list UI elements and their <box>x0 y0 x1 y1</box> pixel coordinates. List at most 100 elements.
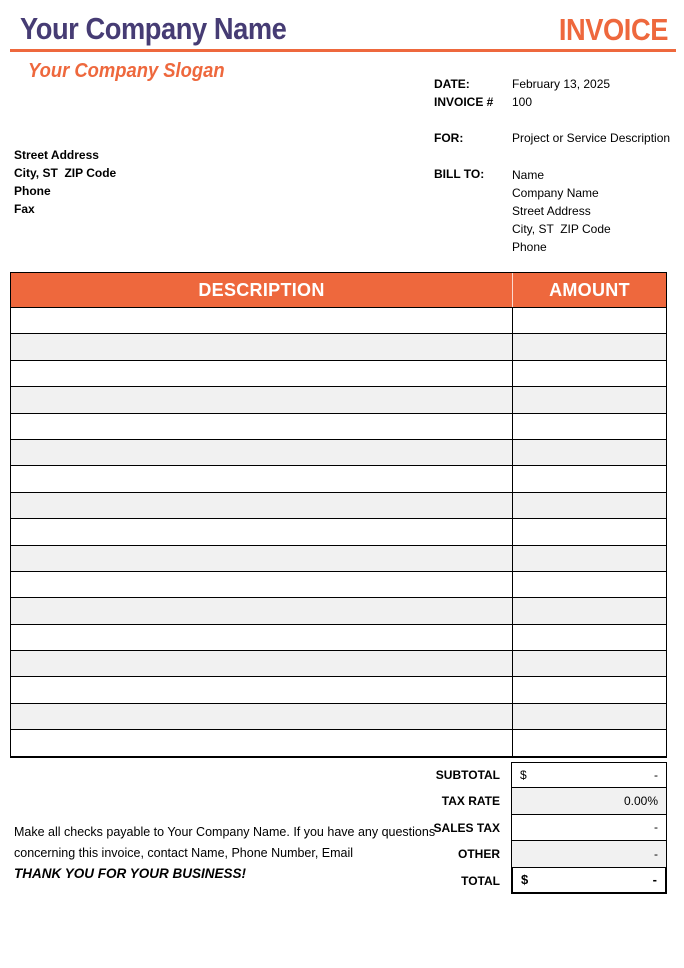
item-amount-cell[interactable] <box>512 624 666 651</box>
other-label: OTHER <box>458 847 500 862</box>
item-description-cell[interactable] <box>11 440 512 465</box>
item-description-cell[interactable] <box>11 625 512 650</box>
item-description-cell[interactable] <box>11 677 512 702</box>
subtotal-value-cell[interactable]: $ - <box>511 762 667 789</box>
item-amount-cell[interactable] <box>512 519 666 545</box>
company-address-line[interactable]: Phone <box>14 184 51 198</box>
item-amount-cell[interactable] <box>512 545 666 571</box>
sales-tax-value-cell[interactable]: - <box>511 814 667 842</box>
item-row <box>11 491 666 519</box>
item-amount-cell[interactable] <box>512 703 666 730</box>
item-row <box>11 570 666 598</box>
total-value: - <box>652 872 657 888</box>
item-description-cell[interactable] <box>11 730 512 755</box>
item-description-cell[interactable] <box>11 387 512 412</box>
item-description-cell[interactable] <box>11 572 512 597</box>
items-body <box>11 307 666 756</box>
item-description-cell[interactable] <box>11 308 512 333</box>
item-amount-cell[interactable] <box>512 598 666 624</box>
subtotal-label: SUBTOTAL <box>435 768 500 782</box>
invoice-number-value[interactable]: 100 <box>512 95 533 109</box>
bill-to-line[interactable]: Phone <box>512 240 547 254</box>
item-row <box>11 386 666 413</box>
item-amount-cell[interactable] <box>512 651 666 677</box>
item-description-cell[interactable] <box>11 519 512 544</box>
item-row <box>11 518 666 545</box>
item-amount-cell[interactable] <box>512 730 666 756</box>
totals-labels: SUBTOTAL TAX RATE SALES TAX OTHER TOTAL <box>280 762 500 894</box>
description-column-header: DESCRIPTION <box>198 279 325 300</box>
bill-to-line[interactable]: City, ST ZIP Code <box>512 222 611 236</box>
payment-note: Make all checks payable to Your Company … <box>14 822 435 864</box>
item-row <box>11 650 666 677</box>
item-description-cell[interactable] <box>11 546 512 571</box>
item-row <box>11 438 666 466</box>
thank-you-message: THANK YOU FOR YOUR BUSINESS! <box>14 866 247 881</box>
tax-rate-value-cell[interactable]: 0.00% <box>511 788 667 815</box>
other-value: - <box>654 846 658 861</box>
line-items-table: DESCRIPTION AMOUNT <box>10 272 667 758</box>
item-amount-cell[interactable] <box>512 492 666 519</box>
date-value[interactable]: February 13, 2025 <box>512 77 611 91</box>
sales-tax-value: - <box>654 820 658 835</box>
subtotal-currency: $ <box>520 768 527 783</box>
item-amount-cell[interactable] <box>512 387 666 413</box>
date-label: DATE: <box>434 77 470 91</box>
item-description-cell[interactable] <box>11 334 512 359</box>
header-divider <box>10 49 676 52</box>
item-description-cell[interactable] <box>11 493 512 518</box>
total-label: TOTAL <box>461 873 500 888</box>
item-description-cell[interactable] <box>11 598 512 623</box>
item-row <box>11 597 666 624</box>
item-row <box>11 623 666 651</box>
item-amount-cell[interactable] <box>512 439 666 466</box>
company-address-line[interactable]: City, ST ZIP Code <box>14 166 117 180</box>
payment-note-line2: concerning this invoice, contact Name, P… <box>14 846 354 860</box>
sales-tax-label: SALES TAX <box>433 820 500 835</box>
item-amount-cell[interactable] <box>512 466 666 492</box>
for-label: FOR: <box>434 131 464 145</box>
bill-to-line[interactable]: Name <box>512 168 545 182</box>
tax-rate-label: TAX RATE <box>441 794 500 809</box>
item-description-cell[interactable] <box>11 414 512 439</box>
item-row <box>11 465 666 492</box>
item-amount-cell[interactable] <box>512 571 666 598</box>
other-value-cell[interactable]: - <box>511 841 667 868</box>
item-amount-cell[interactable] <box>512 334 666 360</box>
for-value[interactable]: Project or Service Description <box>512 131 671 145</box>
item-row <box>11 333 666 360</box>
company-slogan: Your Company Slogan <box>28 60 225 82</box>
company-address-line[interactable]: Fax <box>14 202 35 216</box>
bill-to-label: BILL TO: <box>434 167 485 181</box>
item-row <box>11 729 666 756</box>
invoice-title: INVOICE <box>558 12 669 47</box>
company-name: Your Company Name <box>20 11 287 46</box>
bill-to-line[interactable]: Company Name <box>512 186 599 200</box>
bill-to-lines: Name Company Name Street Address City, ST Z… <box>512 166 611 256</box>
item-description-cell[interactable] <box>11 361 512 386</box>
item-amount-cell[interactable] <box>512 360 666 387</box>
item-amount-cell[interactable] <box>512 308 666 334</box>
payment-note-line1: Make all checks payable to Your Company … <box>14 825 436 839</box>
company-address: Street Address City, ST ZIP Code Phone Fax <box>14 146 116 218</box>
table-header-row: DESCRIPTION AMOUNT <box>11 273 666 307</box>
amount-column-header: AMOUNT <box>512 273 666 307</box>
company-address-line[interactable]: Street Address <box>14 148 99 162</box>
item-row <box>11 412 666 439</box>
item-description-cell[interactable] <box>11 466 512 491</box>
item-amount-cell[interactable] <box>512 413 666 439</box>
subtotal-value: - <box>654 768 658 783</box>
item-description-cell[interactable] <box>11 651 512 676</box>
item-row <box>11 676 666 703</box>
item-amount-cell[interactable] <box>512 677 666 703</box>
item-row <box>11 702 666 730</box>
item-description-cell[interactable] <box>11 704 512 729</box>
item-row <box>11 307 666 334</box>
item-row <box>11 359 666 387</box>
item-row <box>11 544 666 571</box>
tax-rate-value: 0.00% <box>623 794 658 809</box>
total-currency: $ <box>521 872 529 888</box>
total-value-cell[interactable]: $ - <box>511 867 667 894</box>
bill-to-line[interactable]: Street Address <box>512 204 591 218</box>
